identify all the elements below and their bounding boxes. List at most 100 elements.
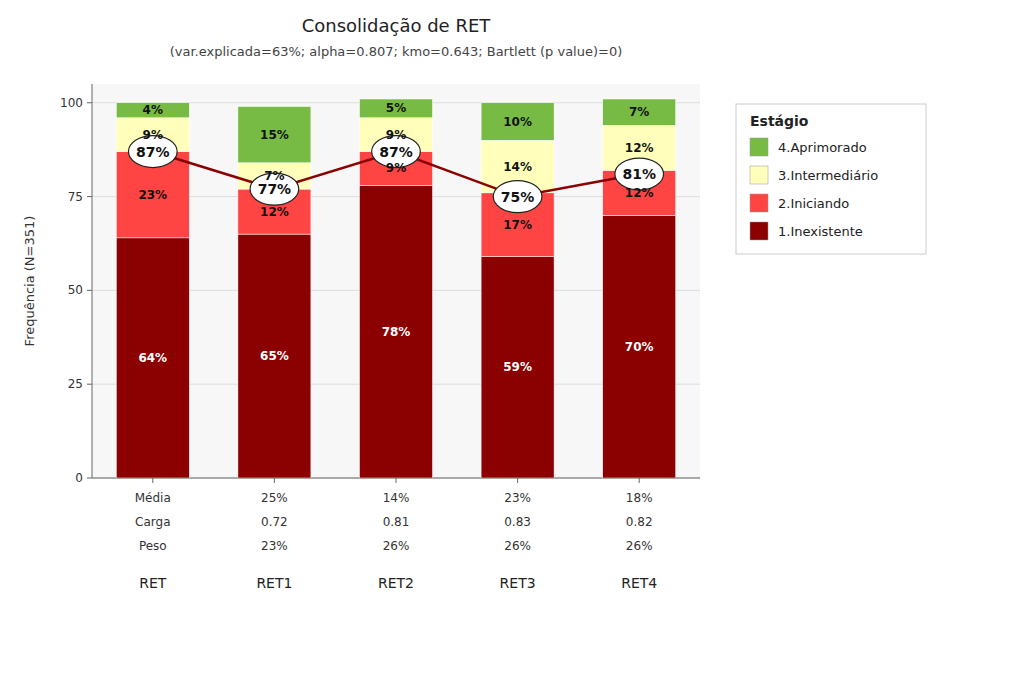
legend-label: 1.Inexistente [778, 224, 863, 239]
line-data-label: 77% [258, 181, 292, 197]
bar [360, 99, 433, 118]
data-label: 12% [260, 205, 289, 219]
x-tick-label: RET [139, 575, 167, 591]
data-label: 9% [386, 128, 406, 142]
x-tick-label: RET4 [621, 575, 657, 591]
bar [481, 257, 554, 478]
bar [481, 103, 554, 141]
line-data-label: 87% [379, 144, 413, 160]
line-series [128, 136, 663, 213]
y-tick-label: 50 [68, 283, 83, 297]
bar [116, 238, 189, 478]
x-tick [396, 478, 397, 483]
bar-series [116, 152, 675, 257]
bar-series [116, 118, 675, 193]
bar [116, 103, 189, 118]
y-tick-label: 75 [68, 190, 83, 204]
annotation: 0.81 [383, 515, 410, 529]
line-labels: 87% 77% 87% 75% 81% [136, 144, 656, 205]
annotation: Média [135, 491, 171, 505]
bar [603, 215, 676, 478]
annotation: 26% [504, 539, 531, 553]
annotation: 26% [626, 539, 653, 553]
y-tick [87, 478, 92, 479]
y-axis-label: Frequência (N=351) [22, 216, 37, 347]
bar [360, 185, 433, 478]
bar [238, 107, 311, 163]
legend-title: Estágio [750, 113, 809, 129]
legend-swatch [750, 222, 768, 240]
y-tick-label: 100 [60, 96, 83, 110]
y-tick-label: 25 [68, 377, 83, 391]
annotation: Peso [139, 539, 167, 553]
chart-svg: Consolidação de RET (var.explicada=63%; a… [0, 0, 1024, 682]
data-label: 7% [629, 105, 649, 119]
legend-label: 4.Aprimorado [778, 140, 867, 155]
y-tick [87, 290, 92, 291]
annotation: 14% [383, 491, 410, 505]
legend-label: 3.Intermediário [778, 168, 878, 183]
y-axis: 0 25 50 75 100 [60, 84, 700, 485]
x-tick-label: RET3 [500, 575, 536, 591]
line-data-label: 75% [501, 189, 535, 205]
data-label: 12% [625, 186, 654, 200]
annotation: 23% [504, 491, 531, 505]
annotation: 25% [261, 491, 288, 505]
data-label: 14% [503, 160, 532, 174]
annotation: 0.72 [261, 515, 288, 529]
legend-box [736, 104, 926, 254]
data-label: 23% [138, 188, 167, 202]
data-label: 9% [143, 128, 163, 142]
bar-series [116, 185, 675, 478]
y-tick [87, 384, 92, 385]
line-data-label: 87% [136, 144, 170, 160]
data-label: 78% [382, 325, 411, 339]
annotation: 0.83 [504, 515, 531, 529]
legend-label: 2.Iniciando [778, 196, 849, 211]
data-label: 64% [138, 351, 167, 365]
data-label: 65% [260, 349, 289, 363]
x-tick-label: RET1 [256, 575, 292, 591]
y-tick [87, 102, 92, 103]
bar [238, 234, 311, 478]
data-label: 4% [143, 103, 163, 117]
bar [603, 99, 676, 125]
x-tick [152, 478, 153, 483]
data-label: 9% [386, 161, 406, 175]
legend-swatch [750, 138, 768, 156]
data-label: 5% [386, 101, 406, 115]
data-labels: 64% 65% 78% 59% 70% 23% 12% 9% 17% 12% 9% 7% 9% 14% 12… [138, 101, 653, 374]
annotation: 0.82 [626, 515, 653, 529]
bar-series [116, 99, 675, 163]
x-axis: RET RET1 RET2 RET3 RET4 [139, 478, 657, 591]
x-tick-label: RET2 [378, 575, 414, 591]
data-label: 10% [503, 115, 532, 129]
background [0, 0, 1024, 682]
data-label: 17% [503, 218, 532, 232]
plot-area [92, 84, 700, 478]
title: Consolidação de RET [302, 15, 492, 36]
annotation: Carga [135, 515, 170, 529]
x-tick [517, 478, 518, 483]
y-axis-line [92, 84, 93, 478]
data-label: 12% [625, 141, 654, 155]
y-tick-label: 0 [75, 471, 83, 485]
marks [116, 99, 675, 478]
chart-container: Consolidação de RET (var.explicada=63%; a… [0, 0, 1024, 682]
data-label: 15% [260, 128, 289, 142]
annotation: 18% [626, 491, 653, 505]
subtitle: (var.explicada=63%; alpha=0.807; kmo=0.6… [170, 44, 623, 59]
annotation: 26% [383, 539, 410, 553]
legend: Estágio 4.Aprimorado 3.Intermediário 2.Inic… [736, 104, 926, 254]
y-tick [87, 196, 92, 197]
legend-swatch [750, 194, 768, 212]
annotations: Média Carga Peso 25% 0.72 23% 14% 0.81 26% 23% 0.8… [135, 491, 653, 553]
data-label: 59% [503, 360, 532, 374]
marker [493, 181, 542, 213]
x-tick [639, 478, 640, 483]
annotation: 23% [261, 539, 288, 553]
line-data-label: 81% [622, 166, 656, 182]
x-tick [274, 478, 275, 483]
data-label: 70% [625, 340, 654, 354]
legend-swatch [750, 166, 768, 184]
